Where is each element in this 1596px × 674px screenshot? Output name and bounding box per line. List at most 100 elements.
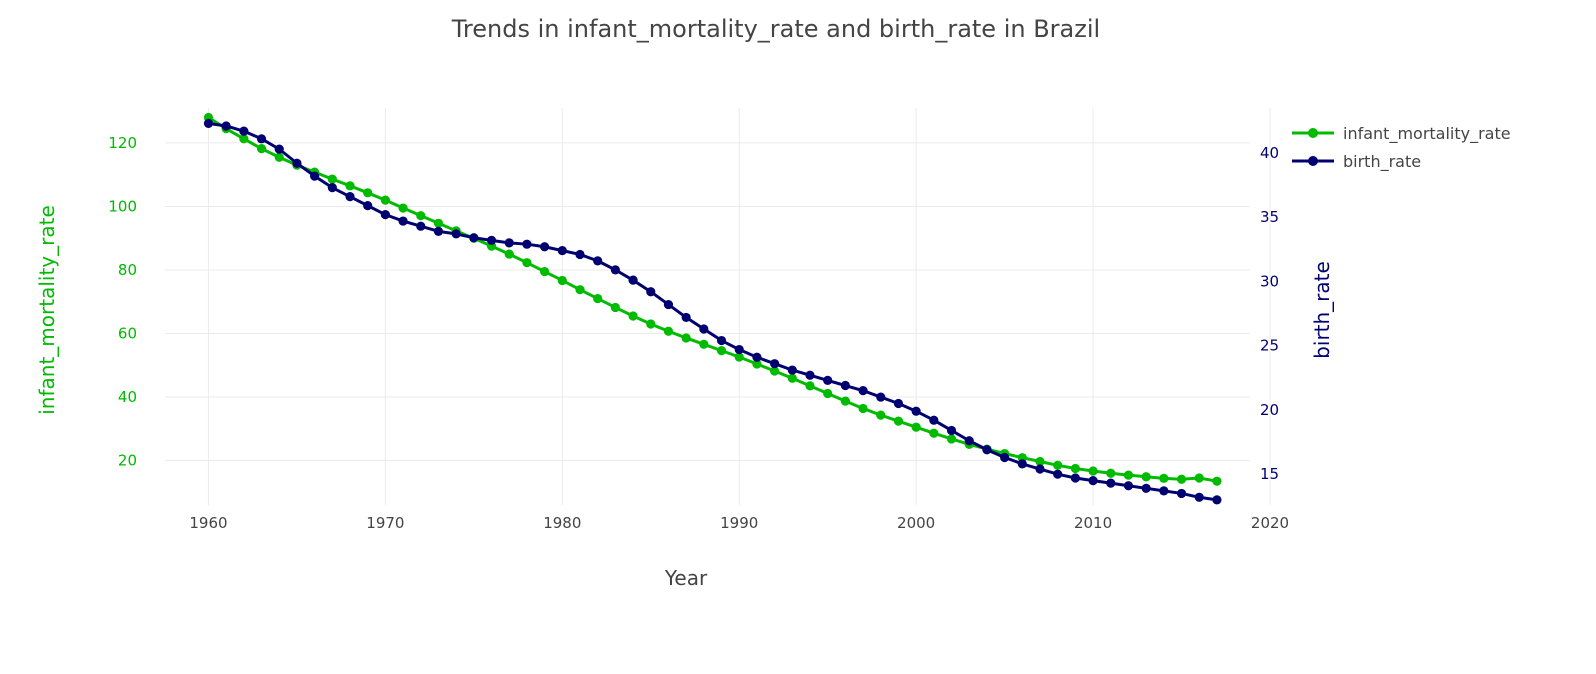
data-point[interactable] — [770, 366, 780, 376]
data-point[interactable] — [256, 134, 267, 144]
data-point[interactable] — [203, 118, 214, 129]
data-point[interactable] — [787, 373, 797, 383]
data-point[interactable] — [1159, 486, 1169, 496]
data-point[interactable] — [716, 346, 727, 356]
data-point[interactable] — [504, 249, 514, 259]
data-point[interactable] — [752, 359, 762, 369]
data-point[interactable] — [876, 410, 886, 420]
legend-item-infant_mortality_rate[interactable]: infant_mortality_rate — [1292, 124, 1511, 144]
data-point[interactable] — [805, 370, 815, 380]
data-point[interactable] — [982, 445, 992, 455]
legend-item-birth_rate[interactable]: birth_rate — [1292, 152, 1421, 172]
data-point[interactable] — [929, 428, 939, 438]
data-point[interactable] — [274, 144, 284, 154]
data-point[interactable] — [1053, 460, 1063, 470]
data-point[interactable] — [610, 302, 620, 313]
data-point[interactable] — [1176, 474, 1187, 484]
data-point[interactable] — [1141, 483, 1151, 493]
data-point[interactable] — [911, 422, 921, 432]
data-point[interactable] — [1088, 466, 1098, 476]
data-point[interactable] — [398, 216, 408, 226]
data-point[interactable] — [1194, 492, 1204, 502]
data-point[interactable] — [1159, 473, 1169, 483]
data-point[interactable] — [1123, 481, 1134, 491]
data-point[interactable] — [1106, 468, 1116, 478]
data-point[interactable] — [1212, 476, 1222, 486]
data-point[interactable] — [469, 233, 479, 243]
data-point[interactable] — [433, 218, 444, 228]
data-point[interactable] — [858, 403, 868, 414]
data-point[interactable] — [805, 381, 815, 391]
data-point[interactable] — [416, 211, 426, 221]
data-point[interactable] — [1035, 456, 1045, 467]
data-point[interactable] — [1000, 452, 1010, 463]
data-point[interactable] — [292, 158, 302, 168]
data-point[interactable] — [752, 352, 762, 362]
data-point[interactable] — [540, 242, 550, 252]
data-point[interactable] — [770, 359, 780, 369]
data-point[interactable] — [540, 266, 550, 277]
data-point[interactable] — [946, 434, 957, 444]
data-point[interactable] — [946, 425, 957, 436]
data-point[interactable] — [734, 352, 744, 362]
data-point[interactable] — [787, 365, 797, 375]
data-point[interactable] — [416, 221, 426, 231]
data-point[interactable] — [893, 416, 904, 426]
data-point[interactable] — [876, 392, 886, 402]
data-point[interactable] — [1070, 473, 1080, 483]
data-point[interactable] — [1176, 488, 1187, 499]
data-point[interactable] — [1194, 473, 1204, 483]
data-point[interactable] — [734, 344, 744, 355]
data-point[interactable] — [840, 396, 850, 406]
data-point[interactable] — [221, 121, 231, 131]
data-point[interactable] — [628, 311, 638, 321]
data-point[interactable] — [964, 436, 974, 446]
data-point[interactable] — [345, 192, 355, 202]
data-point[interactable] — [557, 275, 567, 286]
data-point[interactable] — [345, 181, 355, 191]
data-point[interactable] — [628, 275, 638, 285]
data-point[interactable] — [1141, 472, 1151, 482]
data-point[interactable] — [575, 249, 585, 260]
data-point[interactable] — [663, 326, 674, 336]
data-point[interactable] — [433, 226, 444, 236]
data-point[interactable] — [1106, 478, 1116, 488]
data-point[interactable] — [1123, 470, 1134, 480]
data-point[interactable] — [504, 238, 514, 248]
data-point[interactable] — [522, 258, 532, 268]
data-point[interactable] — [1070, 463, 1080, 474]
data-point[interactable] — [663, 299, 674, 310]
data-point[interactable] — [380, 210, 390, 220]
data-point[interactable] — [575, 285, 585, 295]
data-point[interactable] — [610, 265, 620, 275]
data-point[interactable] — [699, 324, 709, 334]
data-point[interactable] — [1035, 464, 1045, 474]
data-point[interactable] — [310, 171, 320, 181]
data-point[interactable] — [274, 152, 284, 162]
data-point[interactable] — [451, 229, 461, 239]
data-point[interactable] — [327, 183, 337, 193]
data-point[interactable] — [1017, 459, 1027, 469]
data-point[interactable] — [699, 339, 709, 349]
data-point[interactable] — [646, 319, 656, 329]
data-point[interactable] — [858, 386, 868, 396]
data-point[interactable] — [486, 235, 497, 245]
data-point[interactable] — [327, 174, 337, 184]
data-point[interactable] — [840, 380, 850, 391]
data-point[interactable] — [522, 239, 532, 249]
data-point[interactable] — [593, 293, 603, 304]
data-point[interactable] — [363, 188, 373, 198]
data-point[interactable] — [363, 201, 373, 211]
data-point[interactable] — [239, 126, 249, 136]
data-point[interactable] — [593, 256, 603, 266]
data-point[interactable] — [380, 195, 390, 205]
data-point[interactable] — [1088, 475, 1098, 486]
data-point[interactable] — [681, 312, 691, 323]
data-point[interactable] — [893, 398, 904, 409]
data-point[interactable] — [239, 134, 249, 144]
data-point[interactable] — [911, 406, 921, 416]
data-point[interactable] — [1053, 469, 1063, 479]
data-point[interactable] — [823, 375, 833, 385]
data-point[interactable] — [256, 144, 267, 154]
data-point[interactable] — [823, 388, 833, 399]
